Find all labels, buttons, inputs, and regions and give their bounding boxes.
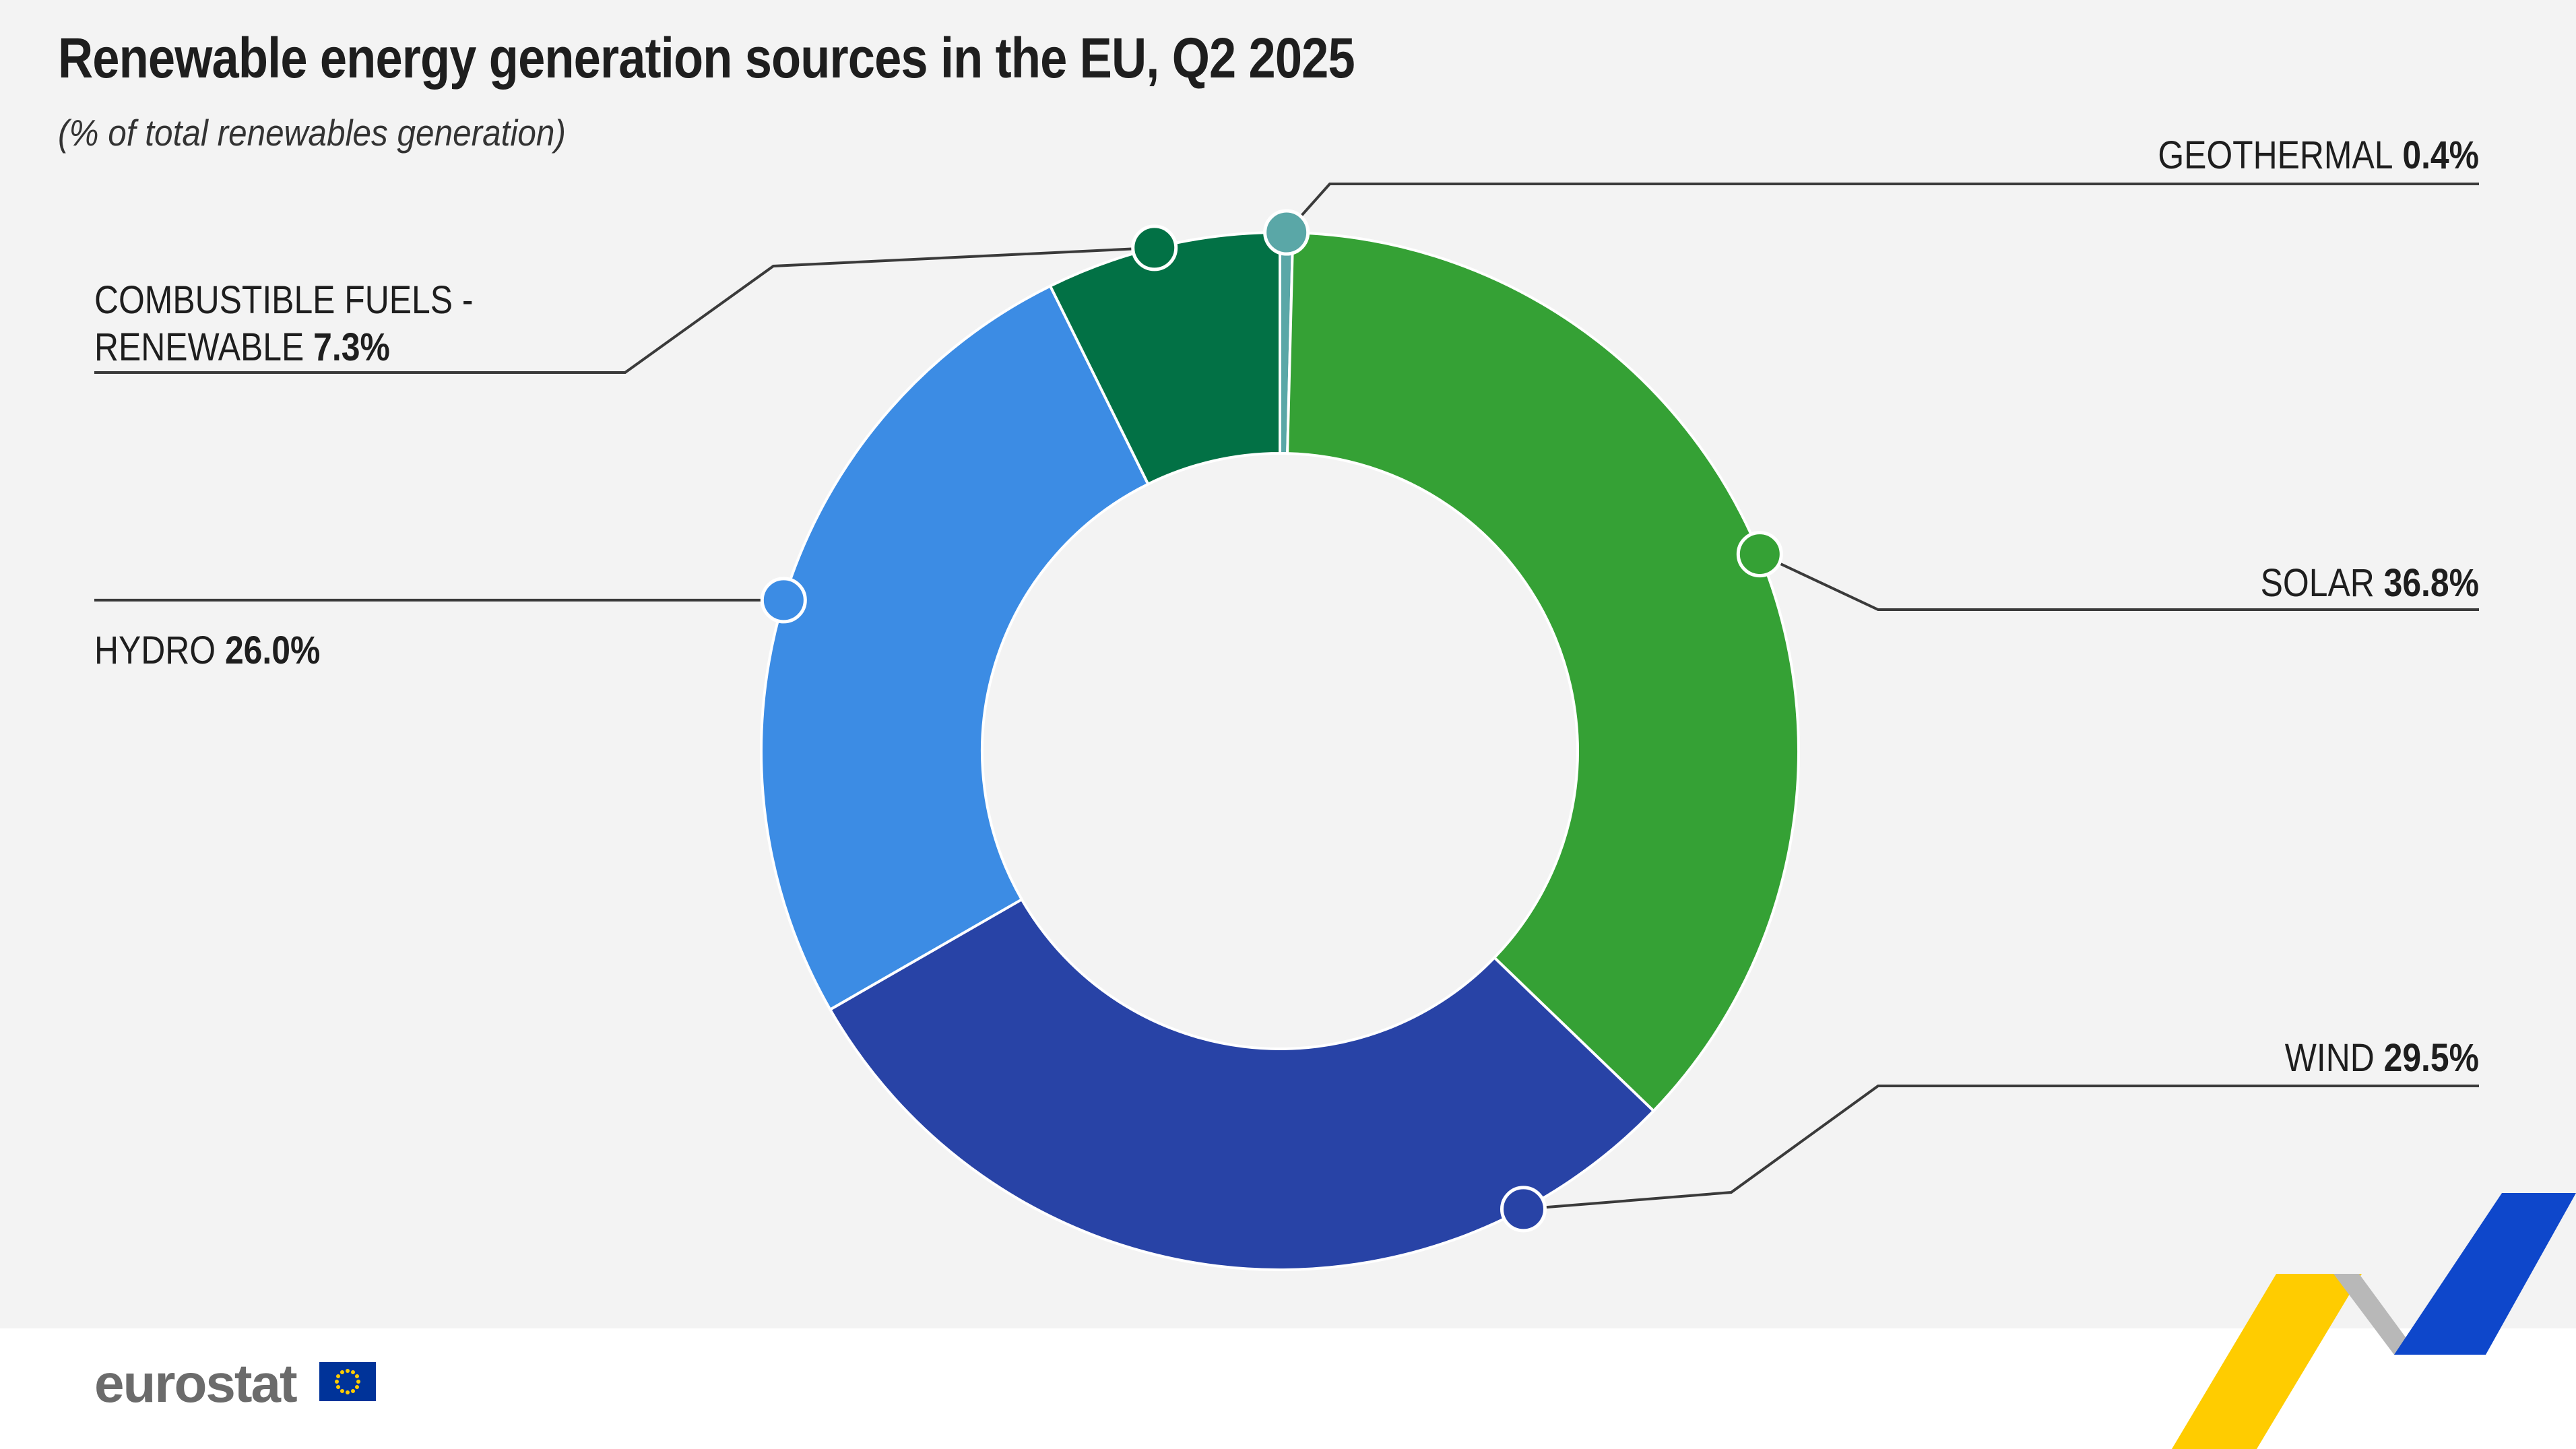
decorative-swoosh-icon	[2172, 1193, 2576, 1449]
slice-label-wind: WIND 29.5%	[2285, 1037, 2479, 1080]
slice-value-wind: 29.5%	[2384, 1037, 2479, 1080]
slice-hydro	[760, 284, 1150, 1012]
swoosh-blue	[2394, 1193, 2576, 1355]
eu-flag-stars	[335, 1369, 360, 1394]
slice-marker-combustible-fuels-renewable	[1131, 224, 1178, 271]
eu-flag-icon	[319, 1362, 376, 1401]
footer-bar	[0, 1328, 2576, 1449]
slice-label-combustible-fuels-renewable-line-2: RENEWABLE 7.3%	[94, 326, 390, 369]
slice-label-combustible-fuels-renewable-line-1: COMBUSTIBLE FUELS -	[94, 279, 473, 322]
eu-flag-background	[319, 1362, 376, 1401]
page-title: Renewable energy generation sources in t…	[58, 26, 1355, 90]
slice-value-combustible-fuels-renewable: 7.3%	[313, 326, 390, 369]
leader-line-geothermal	[1285, 183, 2479, 234]
slice-value-geothermal: 0.4%	[2402, 134, 2479, 177]
slice-marker-wind	[1500, 1186, 1547, 1233]
slice-marker-geothermal	[1263, 209, 1310, 256]
slice-wind	[828, 897, 1656, 1271]
eurostat-logo-text: eurostat	[94, 1353, 298, 1413]
leader-line-combustible-fuels-renewable	[94, 246, 1155, 374]
swoosh-yellow	[2172, 1274, 2362, 1449]
slice-marker-solar	[1736, 531, 1783, 578]
slice-marker-hydro	[760, 577, 807, 624]
slice-value-solar: 36.8%	[2384, 562, 2479, 605]
leader-line-solar	[1759, 552, 2479, 611]
page-subtitle: (% of total renewables generation)	[58, 112, 566, 154]
slice-label-geothermal: GEOTHERMAL 0.4%	[2158, 134, 2479, 177]
slice-solar	[1286, 231, 1800, 1113]
slice-value-hydro: 26.0%	[225, 629, 320, 672]
leader-line-wind	[1523, 1085, 2479, 1211]
slice-label-hydro: HYDRO 26.0%	[94, 629, 320, 672]
slice-label-solar: SOLAR 36.8%	[2261, 562, 2479, 605]
swoosh-grey	[2333, 1274, 2418, 1355]
